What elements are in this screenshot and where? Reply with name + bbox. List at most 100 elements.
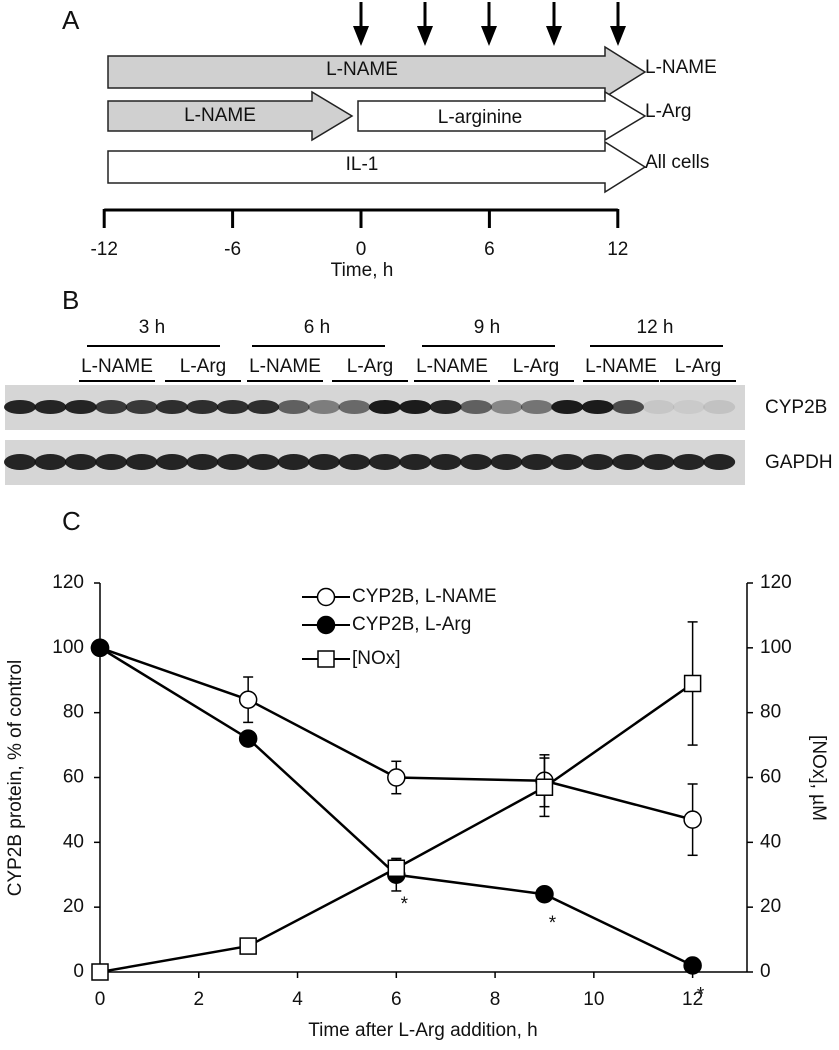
lane-label: L-Arg — [180, 356, 226, 377]
marker — [535, 778, 554, 796]
x-tick-label: 2 — [193, 989, 204, 1010]
band — [490, 454, 523, 470]
x-axis-label: Time after L-Arg addition, h — [308, 1020, 538, 1041]
lane-label: L-Arg — [347, 356, 393, 377]
band — [520, 400, 553, 414]
sampling-arrow-head — [481, 26, 497, 46]
band — [520, 454, 553, 470]
arrow-label: L-arginine — [438, 107, 523, 128]
marker — [238, 690, 258, 709]
legend-label: [NOx] — [352, 648, 401, 669]
band — [308, 400, 340, 414]
marker — [91, 963, 109, 981]
band — [399, 400, 432, 414]
band — [368, 400, 401, 414]
marker — [239, 937, 257, 955]
timeline-arrow — [107, 90, 354, 142]
legend-marker — [316, 587, 336, 607]
lane-label: L-NAME — [416, 356, 488, 377]
lane-label: L-Arg — [675, 356, 721, 377]
arrow-label: IL-1 — [346, 154, 379, 175]
timeline-arrow — [357, 90, 647, 142]
time-group-label: 3 h — [139, 317, 165, 338]
band — [672, 400, 705, 414]
band — [277, 400, 310, 414]
significance-mark: * — [697, 985, 705, 1006]
band — [216, 454, 249, 470]
sampling-arrow-head — [353, 26, 369, 46]
time-tick-label: 0 — [356, 239, 367, 260]
arrow-label: L-NAME — [326, 59, 398, 80]
panel-label: A — [62, 5, 80, 35]
band — [125, 454, 158, 470]
y2-tick-label: 80 — [760, 702, 781, 723]
marker — [387, 859, 406, 878]
y-tick-label: 100 — [52, 637, 84, 658]
band — [64, 454, 97, 470]
panel-label: C — [62, 506, 81, 536]
band — [429, 400, 462, 414]
band — [95, 454, 128, 470]
band — [338, 400, 371, 414]
band — [581, 400, 614, 414]
blot-label: GAPDH — [765, 452, 833, 473]
band — [64, 400, 97, 414]
timeline-arrow — [107, 140, 647, 194]
band — [368, 454, 401, 470]
band — [338, 454, 371, 470]
time-tick-label: -6 — [224, 239, 241, 260]
y-tick-label: 20 — [63, 896, 84, 917]
band — [34, 400, 67, 414]
band — [247, 454, 280, 470]
y-axis-label: CYP2B protein, % of control — [5, 660, 26, 897]
y2-axis-label: [NOx], µM — [808, 735, 829, 821]
band — [399, 454, 432, 470]
legend-marker — [317, 650, 335, 668]
band — [186, 454, 219, 470]
band — [4, 400, 36, 414]
band — [642, 400, 675, 414]
lane-label: L-NAME — [585, 356, 657, 377]
marker — [90, 638, 110, 658]
y-tick-label: 0 — [73, 961, 84, 982]
panel-label: B — [62, 285, 79, 315]
legend-marker — [316, 615, 336, 635]
arrow-label: L-NAME — [184, 105, 256, 126]
y2-tick-label: 120 — [760, 572, 792, 593]
sampling-arrow-head — [417, 26, 433, 46]
band — [247, 400, 280, 414]
time-group-label: 6 h — [304, 317, 330, 338]
band — [34, 454, 67, 470]
band — [642, 454, 675, 470]
band — [125, 400, 158, 414]
y2-tick-label: 60 — [760, 767, 781, 788]
x-tick-label: 4 — [292, 989, 303, 1010]
significance-mark: * — [401, 894, 409, 915]
band — [612, 400, 644, 414]
series-line — [99, 646, 694, 967]
time-tick-label: -12 — [90, 239, 117, 260]
band — [4, 454, 36, 470]
band — [460, 400, 492, 414]
band — [490, 400, 523, 414]
series-line — [99, 682, 694, 974]
significance-mark: * — [549, 913, 557, 934]
row-label: All cells — [645, 152, 709, 173]
band — [95, 400, 128, 414]
legend-label: CYP2B, L-NAME — [352, 586, 497, 607]
y2-tick-label: 0 — [760, 961, 771, 982]
blot-label: CYP2B — [765, 397, 827, 418]
time-group-label: 12 h — [637, 317, 674, 338]
sampling-arrow-head — [610, 26, 626, 46]
x-tick-label: 10 — [583, 989, 604, 1010]
time-tick-label: 6 — [484, 239, 495, 260]
band — [581, 454, 614, 470]
y-tick-label: 40 — [63, 831, 84, 852]
time-axis-title: Time, h — [331, 260, 394, 281]
marker — [683, 956, 702, 975]
band — [612, 454, 644, 470]
y-tick-label: 120 — [52, 572, 84, 593]
band — [460, 454, 492, 470]
x-tick-label: 0 — [95, 989, 106, 1010]
x-tick-label: 6 — [391, 989, 402, 1010]
